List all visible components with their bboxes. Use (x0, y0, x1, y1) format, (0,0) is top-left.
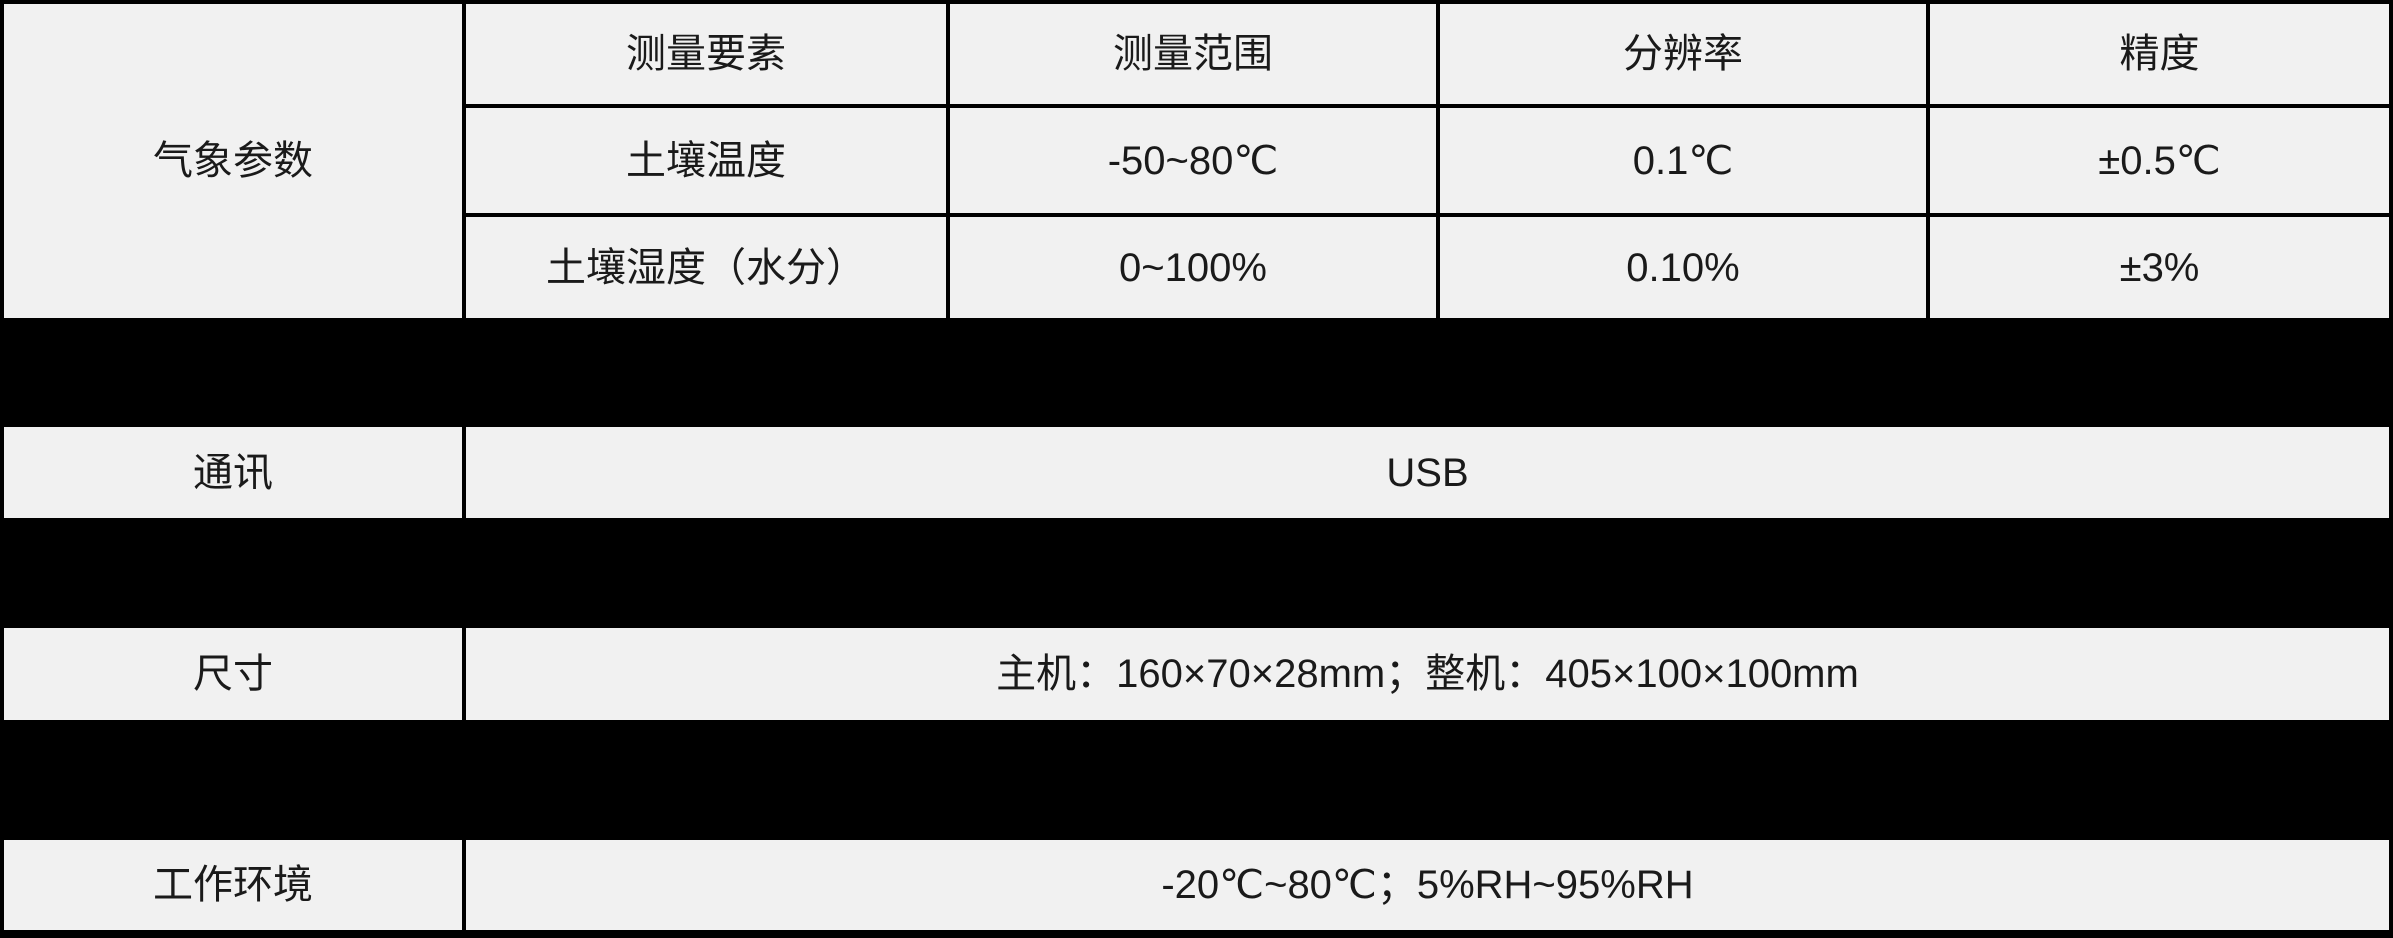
soil-moisture-element-cell: 土壤湿度（水分） (466, 217, 946, 318)
size-label-cell: 尺寸 (4, 628, 462, 720)
group-label-cell: 气象参数 (4, 4, 462, 318)
soil-temp-resolution-cell: 0.1℃ (1440, 108, 1926, 213)
weather-params-section: 气象参数 测量要素 测量范围 分辨率 精度 土壤温度 -50~80℃ 0.1℃ … (0, 0, 2393, 322)
header-cell-range: 测量范围 (950, 4, 1436, 104)
soil-temp-element-cell: 土壤温度 (466, 108, 946, 213)
communication-value-cell: USB (466, 427, 2389, 518)
environment-value-cell: -20℃~80℃；5%RH~95%RH (466, 840, 2389, 930)
soil-moisture-resolution-cell: 0.10% (1440, 217, 1926, 318)
soil-temp-accuracy-cell: ±0.5℃ (1930, 108, 2389, 213)
header-cell-accuracy: 精度 (1930, 4, 2389, 104)
header-cell-element: 测量要素 (466, 4, 946, 104)
soil-moisture-accuracy-cell: ±3% (1930, 217, 2389, 318)
environment-label-cell: 工作环境 (4, 840, 462, 930)
communication-label-cell: 通讯 (4, 427, 462, 518)
communication-row: 通讯 USB (0, 423, 2393, 522)
size-value-cell: 主机：160×70×28mm；整机：405×100×100mm (466, 628, 2389, 720)
size-row: 尺寸 主机：160×70×28mm；整机：405×100×100mm (0, 624, 2393, 724)
soil-temp-range-cell: -50~80℃ (950, 108, 1436, 213)
soil-moisture-range-cell: 0~100% (950, 217, 1436, 318)
environment-row: 工作环境 -20℃~80℃；5%RH~95%RH (0, 836, 2393, 934)
header-cell-resolution: 分辨率 (1440, 4, 1926, 104)
